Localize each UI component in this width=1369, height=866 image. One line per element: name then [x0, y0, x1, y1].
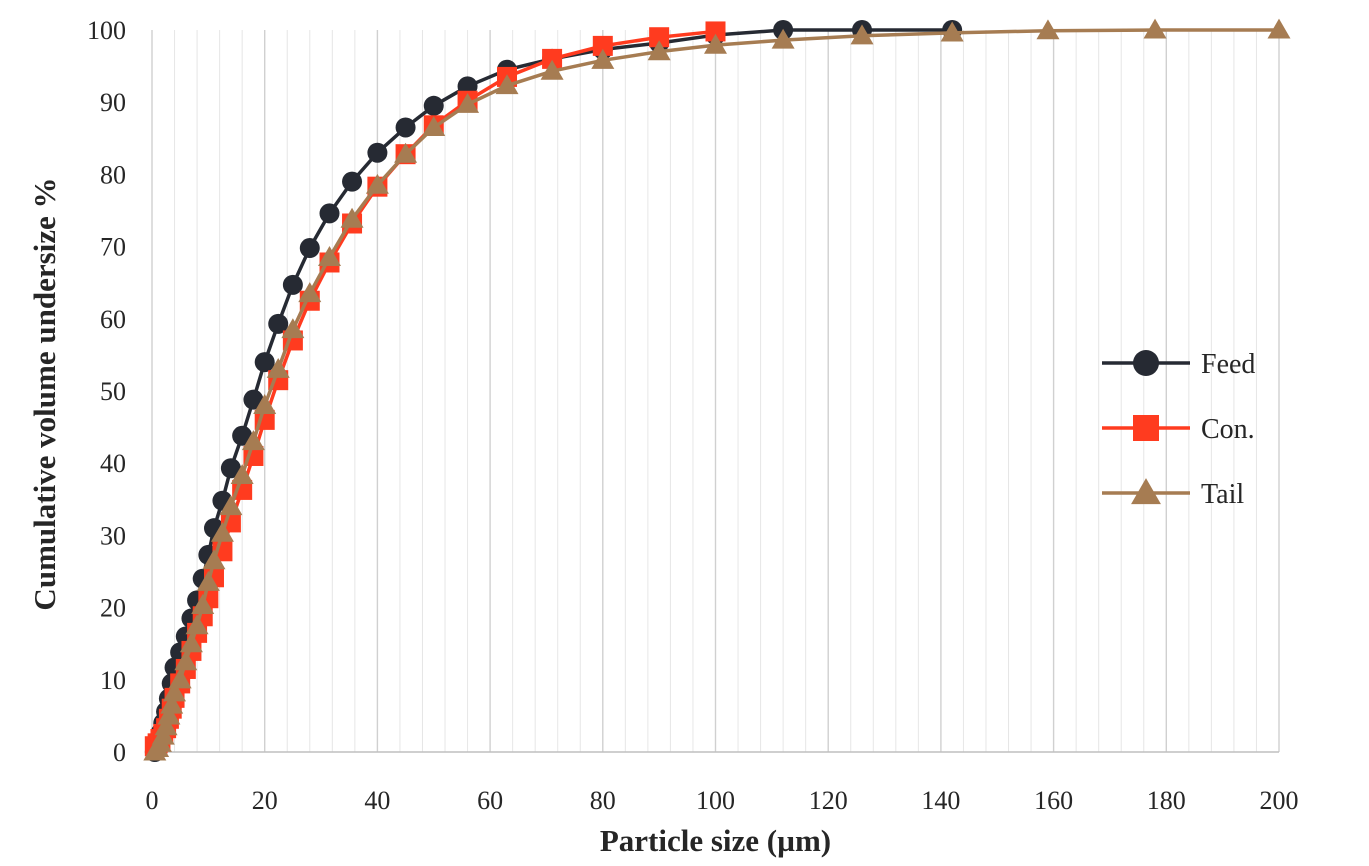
series-feed: [144, 20, 963, 762]
x-tick-label: 160: [1034, 786, 1073, 815]
data-point: [542, 48, 563, 69]
data-point: [210, 521, 234, 542]
data-point: [168, 668, 192, 689]
data-point: [367, 142, 388, 163]
x-tick-label: 80: [590, 786, 616, 815]
data-point: [319, 203, 340, 224]
data-point: [281, 318, 305, 339]
data-point: [220, 458, 241, 479]
x-tick-label: 20: [252, 786, 278, 815]
data-point: [1267, 18, 1291, 39]
data-point: [241, 430, 265, 451]
x-tick-label: 60: [477, 786, 503, 815]
y-tick-label: 0: [113, 738, 126, 767]
data-point: [266, 357, 290, 378]
data-point: [850, 24, 874, 45]
y-tick-label: 50: [100, 377, 126, 406]
data-point: [232, 425, 253, 446]
data-point: [592, 35, 613, 56]
legend-marker: [1131, 478, 1161, 505]
data-point: [253, 394, 277, 414]
data-point: [705, 21, 726, 42]
data-point: [298, 282, 322, 303]
x-axis-title: Particle size (µm): [600, 823, 831, 858]
data-point: [591, 48, 615, 69]
data-point: [163, 681, 187, 702]
y-tick-label: 100: [87, 16, 126, 45]
data-point: [647, 40, 671, 61]
data-point: [395, 117, 416, 138]
x-tick-label: 140: [921, 786, 960, 815]
legend-label: Con.: [1201, 414, 1255, 445]
data-point: [318, 246, 342, 266]
y-tick-label: 10: [100, 666, 126, 695]
data-point: [299, 238, 320, 259]
data-point: [157, 704, 181, 725]
x-tick-label: 200: [1260, 786, 1299, 815]
data-point: [422, 116, 446, 137]
data-point: [540, 59, 564, 80]
legend-marker: [1133, 415, 1159, 441]
series-line: [153, 29, 718, 748]
data-point: [771, 28, 795, 49]
data-point: [340, 207, 364, 228]
data-point: [191, 594, 215, 614]
y-tick-label: 40: [100, 449, 126, 478]
data-point: [1143, 18, 1167, 39]
data-point: [202, 549, 226, 570]
x-tick-label: 180: [1147, 786, 1186, 815]
y-tick-label: 60: [100, 305, 126, 334]
data-point: [268, 313, 289, 334]
data-point: [394, 142, 418, 163]
data-point: [342, 171, 363, 192]
x-tick-label: 100: [696, 786, 735, 815]
data-point: [456, 92, 480, 113]
data-point: [495, 74, 519, 95]
y-axis-title: Cumulative volume undersize %: [27, 177, 62, 610]
data-point: [282, 274, 303, 295]
series-tail: [143, 18, 1291, 761]
data-point: [365, 173, 389, 194]
grid-lines: [151, 30, 1280, 752]
data-point: [254, 352, 275, 373]
legend: Feed Con. Tail: [1102, 349, 1255, 510]
series-line: [153, 28, 1281, 754]
y-tick-label: 20: [100, 594, 126, 623]
data-point: [230, 464, 254, 485]
data-point: [243, 389, 264, 410]
data-point: [649, 27, 670, 48]
legend-item: Tail: [1102, 478, 1244, 510]
legend-item: Con.: [1102, 414, 1255, 445]
data-point: [219, 495, 243, 516]
x-axis-ticks: 0 20 40 60 80 100 120 140 160 180 200: [146, 786, 1299, 815]
legend-label: Tail: [1201, 479, 1244, 510]
legend-label: Feed: [1201, 349, 1255, 380]
data-point: [196, 570, 220, 591]
data-point: [940, 21, 964, 42]
series-layer: [143, 18, 1291, 762]
legend-item: Feed: [1102, 349, 1255, 380]
y-tick-label: 80: [100, 160, 126, 189]
y-tick-label: 70: [100, 233, 126, 262]
data-point: [185, 614, 209, 635]
data-point: [160, 693, 184, 714]
data-point: [1036, 19, 1060, 40]
x-tick-label: 0: [146, 786, 159, 815]
data-point: [154, 715, 178, 736]
data-point: [179, 632, 203, 653]
y-tick-label: 30: [100, 521, 126, 550]
x-tick-label: 40: [364, 786, 390, 815]
legend-marker: [1133, 350, 1159, 376]
data-point: [174, 650, 198, 671]
y-axis-ticks: 0 10 20 30 40 50 60 70 80 90 100: [87, 16, 126, 767]
data-point: [423, 95, 444, 116]
x-tick-label: 120: [809, 786, 848, 815]
y-tick-label: 90: [100, 88, 126, 117]
data-point: [704, 33, 727, 54]
